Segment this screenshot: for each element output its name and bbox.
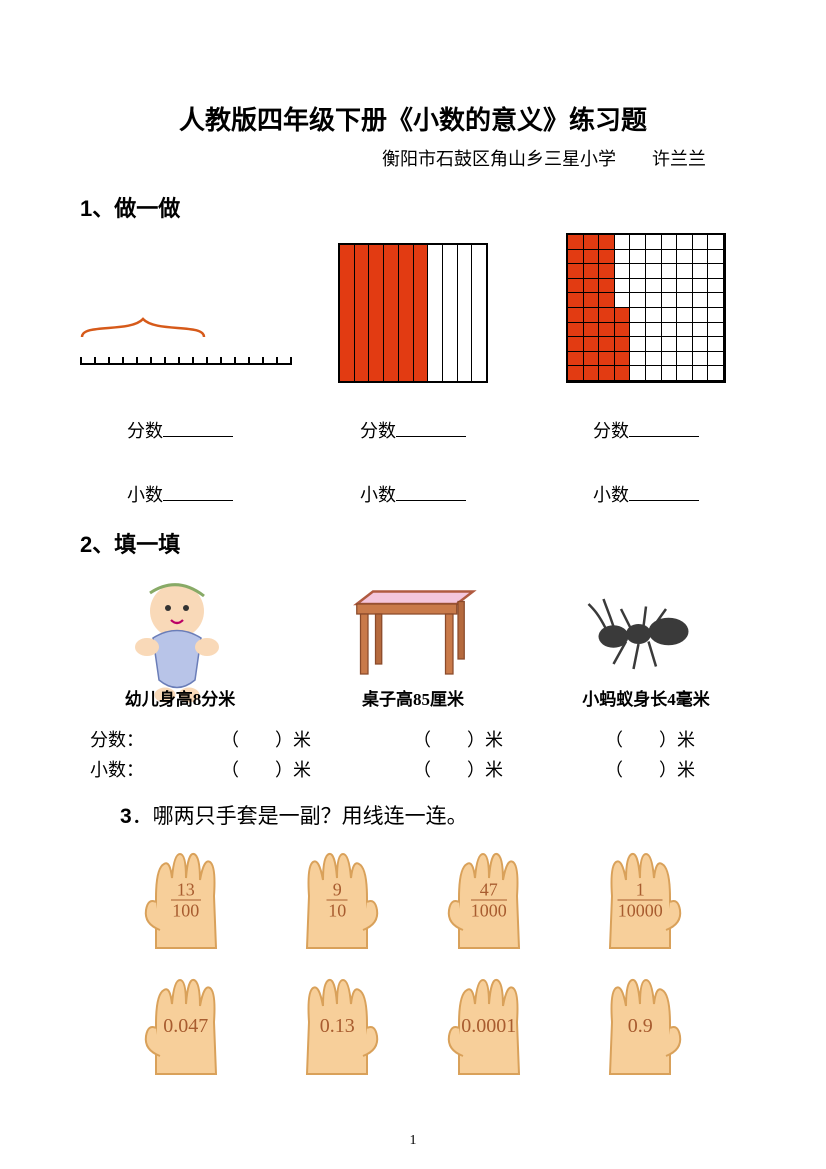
glove-decimal[interactable]: 0.9 xyxy=(580,964,700,1084)
fraction-label: 分数 xyxy=(127,421,163,441)
section3-text: ．哪两只手套是一副？用线连一连。 xyxy=(132,804,468,828)
decimal-label: 小数 xyxy=(360,485,396,505)
fraction-label: 分数 xyxy=(593,421,629,441)
page-title: 人教版四年级下册《小数的意义》练习题 xyxy=(80,100,746,137)
blank-input[interactable] xyxy=(163,423,233,437)
table-icon xyxy=(338,569,488,694)
glove-fraction[interactable]: 471000 xyxy=(429,838,549,958)
figure-table: 桌子高85厘米 xyxy=(313,569,513,710)
brace-icon xyxy=(80,317,206,339)
worksheet-page: 人教版四年级下册《小数的意义》练习题 衡阳市石鼓区角山乡三星小学 许兰兰 1、做… xyxy=(0,0,826,1169)
ant-icon xyxy=(571,569,721,694)
glove-fraction[interactable]: 13100 xyxy=(126,838,246,958)
section2-figures: 幼儿身高8分米 桌子高85厘米 xyxy=(80,569,746,710)
blank-input[interactable] xyxy=(163,487,233,501)
section3-heading: 3．哪两只手套是一副？用线连一连。 xyxy=(120,800,746,830)
section2-heading: 2、填一填 xyxy=(80,527,746,559)
section1-figures xyxy=(80,233,746,383)
blank-input[interactable] xyxy=(629,487,699,501)
answer-slot[interactable]: （ ）米 xyxy=(554,726,746,752)
answer-slot[interactable]: （ ）米 xyxy=(170,726,362,752)
decimal-label: 小数 xyxy=(127,485,163,505)
section1-fraction-blanks: 分数 分数 分数 xyxy=(80,399,746,447)
decimal-label: 小数 xyxy=(593,485,629,505)
figure-baby: 幼儿身高8分米 xyxy=(80,569,280,710)
section1-decimal-blanks: 小数 小数 小数 xyxy=(80,463,746,511)
figure-ant: 小蚂蚁身长4毫米 xyxy=(546,569,746,710)
figure-numberline xyxy=(80,293,280,383)
section3-number: 3 xyxy=(120,805,132,828)
answer-slot[interactable]: （ ）米 xyxy=(362,756,554,782)
answer-slot[interactable]: （ ）米 xyxy=(554,756,746,782)
fraction-label: 分数： xyxy=(80,726,170,752)
glove-decimal[interactable]: 0.047 xyxy=(126,964,246,1084)
section2-fraction-row: 分数： （ ）米 （ ）米 （ ）米 xyxy=(80,726,746,752)
page-number: 1 xyxy=(410,1133,417,1149)
glove-fraction[interactable]: 910 xyxy=(277,838,397,958)
fraction-label: 分数 xyxy=(360,421,396,441)
page-subtitle: 衡阳市石鼓区角山乡三星小学 许兰兰 xyxy=(80,145,746,171)
blank-input[interactable] xyxy=(396,487,466,501)
section2-decimal-row: 小数： （ ）米 （ ）米 （ ）米 xyxy=(80,756,746,782)
gloves-row-bottom: 0.047 0.13 0.0001 0.9 xyxy=(110,964,716,1084)
figure-tenths-square xyxy=(313,243,513,383)
blank-input[interactable] xyxy=(396,423,466,437)
figure-hundredths-grid xyxy=(546,233,746,383)
answer-slot[interactable]: （ ）米 xyxy=(362,726,554,752)
glove-fraction[interactable]: 110000 xyxy=(580,838,700,958)
answer-slot[interactable]: （ ）米 xyxy=(170,756,362,782)
blank-input[interactable] xyxy=(629,423,699,437)
decimal-label: 小数： xyxy=(80,756,170,782)
gloves-row-top: 13100 910 471000 110000 xyxy=(110,838,716,958)
section1-heading: 1、做一做 xyxy=(80,191,746,223)
glove-decimal[interactable]: 0.13 xyxy=(277,964,397,1084)
glove-decimal[interactable]: 0.0001 xyxy=(429,964,549,1084)
